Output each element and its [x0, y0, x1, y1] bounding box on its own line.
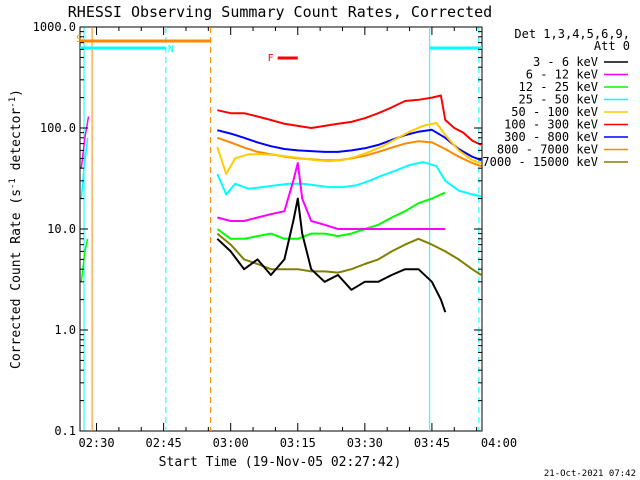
early-series-line: [80, 238, 89, 282]
series-line: [216, 197, 447, 313]
chart-title: RHESSI Observing Summary Count Rates, Co…: [68, 3, 492, 21]
y-tick-label: 1.0: [54, 323, 76, 337]
legend-label: 50 - 100 keV: [511, 105, 598, 119]
saa-flag-label: S: [76, 34, 82, 45]
y-tick-label: 0.1: [54, 424, 76, 438]
series-line: [217, 162, 446, 230]
legend-label: 3 - 6 keV: [533, 55, 598, 69]
series-lines: [80, 94, 482, 313]
series-line: [217, 94, 482, 146]
series-line: [216, 161, 482, 198]
x-tick-label: 03:15: [280, 436, 316, 450]
y-tick-label: 1000.0: [33, 20, 76, 34]
axes: 0.1 1.0 10.0 100.0 1000.0 02:30 02:45 03:00 03:1…: [33, 20, 517, 450]
legend-label: 12 - 25 keV: [519, 80, 598, 94]
series-line: [216, 122, 482, 175]
x-tick-label: 02:30: [78, 436, 114, 450]
legend-label: 6 - 12 keV: [526, 68, 598, 82]
flare-flag-label: F: [268, 53, 274, 64]
legend-label: 800 - 7000 keV: [497, 143, 598, 157]
series-line: [217, 128, 482, 162]
legend-label: 300 - 800 keV: [504, 130, 598, 144]
legend-header-1: Det 1,3,4,5,6,9,: [514, 27, 630, 41]
x-tick-label: 02:45: [146, 436, 182, 450]
legend-header-2: Att 0: [594, 39, 630, 53]
series-line: [216, 191, 446, 240]
y-tick-label: 10.0: [47, 222, 76, 236]
y-tick-label: 100.0: [40, 121, 76, 135]
series-line: [216, 232, 482, 276]
x-tick-label: 04:00: [481, 436, 517, 450]
x-axis-label: Start Time (19-Nov-05 02:27:42): [159, 455, 402, 470]
x-tick-label: 03:00: [213, 436, 249, 450]
x-tick-label: 03:45: [414, 436, 450, 450]
legend-label: 25 - 50 keV: [519, 93, 598, 107]
footer-timestamp: 21-Oct-2021 07:42: [544, 469, 636, 479]
night-flag-label: N: [168, 44, 174, 55]
legend-label: 100 - 300 keV: [504, 118, 598, 132]
y-axis-label: Corrected Count Rate (s-1 detector-1): [8, 89, 24, 369]
x-tick-label: 03:30: [347, 436, 383, 450]
legend-label: 7000 - 15000 keV: [482, 155, 598, 169]
flag-bars: S N F: [76, 34, 482, 64]
